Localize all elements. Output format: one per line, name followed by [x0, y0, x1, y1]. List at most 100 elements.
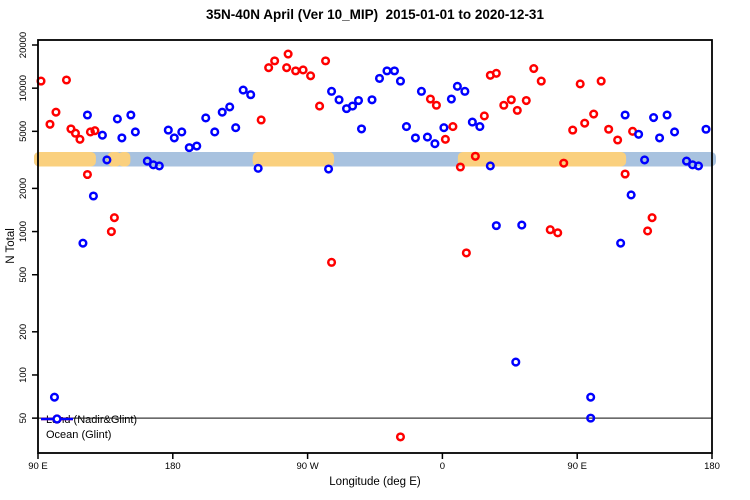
- y-tick-label: 2000: [18, 178, 29, 199]
- data-point-land: [604, 124, 614, 134]
- data-point-land: [425, 94, 435, 104]
- data-point-ocean: [410, 133, 420, 143]
- data-point-ocean: [126, 110, 136, 120]
- data-point-ocean: [102, 155, 112, 165]
- data-point-ocean: [640, 155, 650, 165]
- y-tick-label: 50: [18, 413, 29, 424]
- data-point-ocean: [374, 73, 385, 83]
- data-point-ocean: [586, 413, 596, 423]
- data-point-ocean: [253, 163, 263, 173]
- data-point-land: [613, 135, 623, 145]
- data-point-ocean: [225, 102, 235, 112]
- data-point-ocean: [49, 392, 60, 402]
- data-point-ocean: [231, 123, 241, 133]
- data-point-land: [45, 119, 55, 129]
- data-point-ocean: [142, 156, 152, 166]
- y-tick-label: 200: [18, 324, 29, 340]
- data-point-ocean: [430, 139, 440, 149]
- data-point-ocean: [693, 161, 704, 171]
- data-point-ocean: [324, 164, 334, 174]
- legend-land-label: Land (Nadir&Glint): [46, 413, 138, 426]
- data-point-ocean: [460, 86, 470, 96]
- data-point-land: [298, 65, 308, 75]
- data-point-ocean: [662, 110, 672, 120]
- data-point-land: [479, 111, 489, 121]
- data-point-land: [327, 257, 337, 267]
- data-point-ocean: [169, 133, 179, 143]
- data-point-ocean: [112, 114, 122, 124]
- data-point-ocean: [634, 129, 644, 139]
- legend: Land (Nadir&Glint) Ocean (Glint): [40, 413, 137, 442]
- y-tick-label: 20000: [18, 32, 29, 58]
- data-point-ocean: [334, 95, 344, 105]
- data-point-ocean: [446, 94, 456, 104]
- data-point-land: [499, 100, 509, 110]
- data-point-land: [643, 226, 653, 236]
- data-point-land: [596, 76, 606, 86]
- data-point-ocean: [184, 143, 194, 153]
- data-point-ocean: [491, 221, 501, 231]
- data-point-ocean: [217, 107, 227, 117]
- data-point-ocean: [356, 124, 367, 134]
- chart-title: 35N-40N April (Ver 10_MIP) 2015-01-01 to…: [206, 7, 544, 22]
- data-point-ocean: [347, 101, 358, 111]
- data-point-land: [282, 63, 292, 73]
- data-point-land: [283, 49, 293, 59]
- data-point-land: [321, 56, 331, 66]
- data-point-ocean: [586, 392, 596, 402]
- data-point-ocean: [389, 66, 400, 76]
- legend-item-ocean: Ocean (Glint): [40, 414, 137, 442]
- data-point-ocean: [422, 132, 432, 142]
- data-point-land: [51, 107, 61, 117]
- data-point-land: [529, 64, 539, 74]
- data-point-land: [461, 248, 471, 258]
- data-point-ocean: [327, 86, 337, 96]
- x-tick-label: 90 W: [297, 461, 319, 472]
- data-point-land: [306, 71, 316, 81]
- data-point-ocean: [670, 127, 680, 137]
- data-point-ocean: [177, 127, 187, 137]
- expected-band-segment-land: [34, 151, 96, 167]
- data-point-land: [256, 115, 266, 125]
- data-point-ocean: [367, 95, 377, 105]
- data-point-land: [82, 169, 92, 180]
- data-point-land: [291, 66, 301, 76]
- expected-band-segment-land: [117, 151, 131, 167]
- data-point-ocean: [163, 125, 173, 135]
- data-point-land: [431, 100, 441, 110]
- data-point-land: [553, 228, 563, 238]
- x-axis-label: Longitude (deg E): [329, 476, 421, 488]
- data-point-land: [575, 79, 585, 89]
- data-point-land: [448, 121, 458, 132]
- data-point-land: [264, 63, 274, 73]
- data-point-land: [440, 134, 450, 144]
- data-point-ocean: [416, 86, 426, 96]
- data-point-land: [85, 127, 95, 137]
- x-tick-label: 0: [440, 461, 445, 472]
- y-tick-label: 5000: [18, 121, 29, 142]
- data-point-land: [90, 126, 100, 136]
- data-point-land: [395, 432, 406, 442]
- data-point-land: [545, 225, 555, 235]
- data-point-land: [61, 75, 72, 85]
- data-point-land: [491, 68, 501, 78]
- data-point-ocean: [649, 112, 659, 123]
- data-point-land: [521, 95, 531, 106]
- data-point-ocean: [439, 123, 449, 133]
- data-point-ocean: [97, 130, 107, 140]
- data-point-ocean: [475, 121, 485, 132]
- x-tick-label: 90 E: [28, 461, 48, 472]
- data-point-ocean: [201, 113, 211, 123]
- x-tick-label: 180: [165, 461, 181, 472]
- data-point-ocean: [382, 66, 392, 76]
- data-point-ocean: [78, 238, 88, 248]
- data-point-ocean: [117, 133, 127, 143]
- expected-band-segment-land: [252, 151, 335, 167]
- data-point-ocean: [130, 127, 140, 137]
- data-point-land: [270, 56, 280, 66]
- data-point-land: [506, 95, 516, 105]
- data-point-land: [568, 125, 578, 135]
- data-point-land: [559, 158, 569, 168]
